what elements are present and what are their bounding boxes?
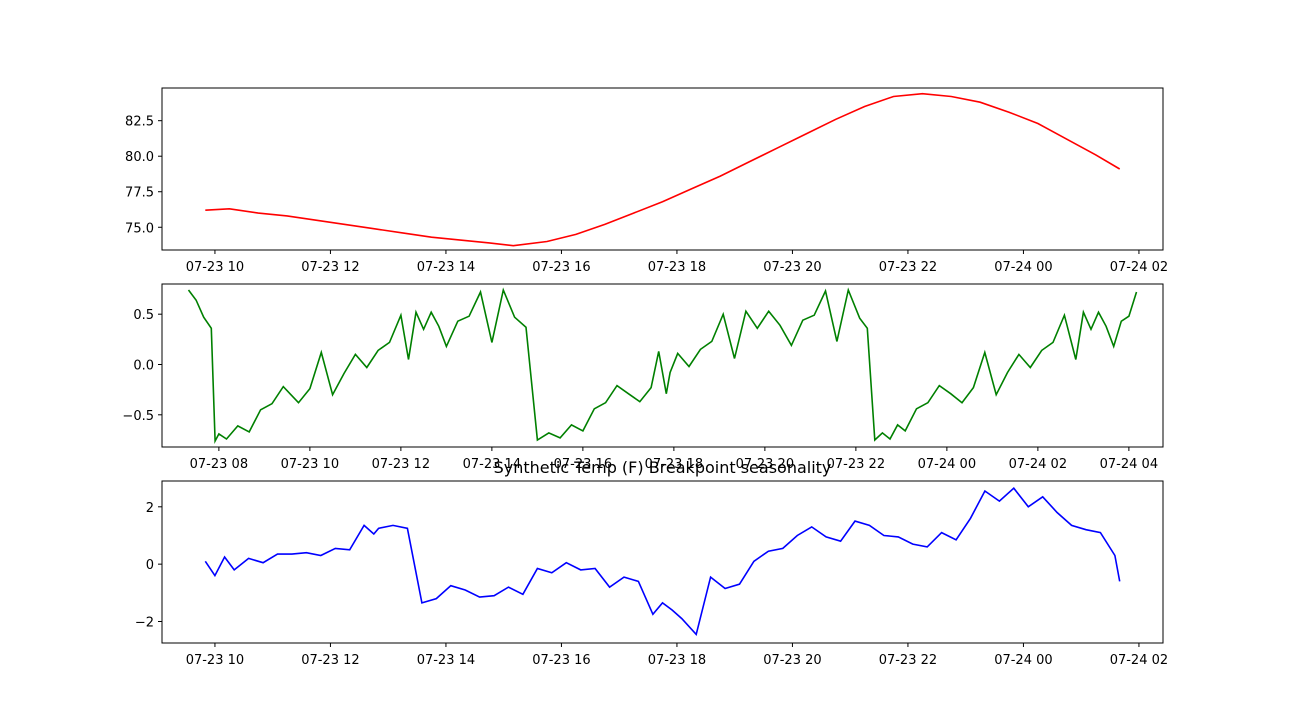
y-tick-label: 82.5: [125, 115, 154, 130]
x-tick-label: 07-23 18: [648, 653, 706, 668]
x-tick-label: 07-24 00: [994, 653, 1052, 668]
y-tick-label: 0: [146, 558, 154, 573]
chart-panel-1: 07-23 10 07-23 12 07-23 14 07-23 16 07-23 18…: [125, 87, 1168, 275]
x-tick-label: 07-23 12: [301, 653, 359, 668]
y-tick-label: 80.0: [125, 150, 154, 165]
x-tick-label: 07-23 14: [417, 653, 475, 668]
x-tick-label: 07-23 18: [645, 457, 703, 472]
x-tick-label: 07-24 02: [1009, 457, 1067, 472]
axes-frame: [161, 283, 1164, 448]
x-tick-label: 07-23 08: [190, 457, 248, 472]
x-tick-label: 07-23 16: [532, 260, 590, 275]
x-tick-label: 07-24 02: [1110, 260, 1168, 275]
x-tick-label: 07-23 16: [532, 653, 590, 668]
y-tick-label: 77.5: [125, 186, 154, 201]
x-tick-label: 07-23 22: [827, 457, 885, 472]
y-tick-label: 0.5: [133, 308, 154, 323]
series-line-3-1: [204, 487, 1121, 637]
x-tick-label: 07-24 00: [994, 260, 1052, 275]
y-tick-label: 0.0: [133, 358, 154, 373]
x-tick-label: 07-23 20: [763, 260, 821, 275]
series-line-2-1: [187, 287, 1138, 445]
x-tick-label: 07-24 00: [918, 457, 976, 472]
x-tick-label: 07-23 20: [736, 457, 794, 472]
x-tick-label: 07-23 16: [554, 457, 612, 472]
y-tick-label: 2: [146, 501, 154, 516]
axes-frame: [161, 87, 1164, 251]
x-tick-label: 07-24 04: [1100, 457, 1158, 472]
y-tick-label: 75.0: [125, 221, 154, 236]
chart-title: Synthetic Temp (F) Breakpoint seasonalit…: [494, 458, 832, 477]
x-tick-label: 07-23 20: [763, 653, 821, 668]
x-tick-label: 07-23 22: [879, 653, 937, 668]
x-tick-label: 07-24 02: [1110, 653, 1168, 668]
x-tick-label: 07-23 10: [186, 260, 244, 275]
x-tick-label: 07-23 14: [463, 457, 521, 472]
y-tick-label: −2: [135, 615, 154, 630]
x-tick-label: 07-23 10: [186, 653, 244, 668]
x-tick-label: 07-23 10: [281, 457, 339, 472]
x-tick-label: 07-23 14: [417, 260, 475, 275]
x-tick-label: 07-23 12: [301, 260, 359, 275]
x-tick-label: 07-23 18: [648, 260, 706, 275]
axes-frame: [161, 480, 1164, 644]
series-line-1-1: [205, 92, 1121, 247]
chart-panel-2: 07-23 08 07-23 10 07-23 12 07-23 14 07-23 16…: [122, 283, 1164, 472]
y-tick-label: −0.5: [122, 409, 154, 424]
chart-panel-3: 07-23 10 07-23 12 07-23 14 07-23 16 07-23 18…: [135, 458, 1168, 668]
x-tick-label: 07-23 22: [879, 260, 937, 275]
x-tick-label: 07-23 12: [372, 457, 430, 472]
